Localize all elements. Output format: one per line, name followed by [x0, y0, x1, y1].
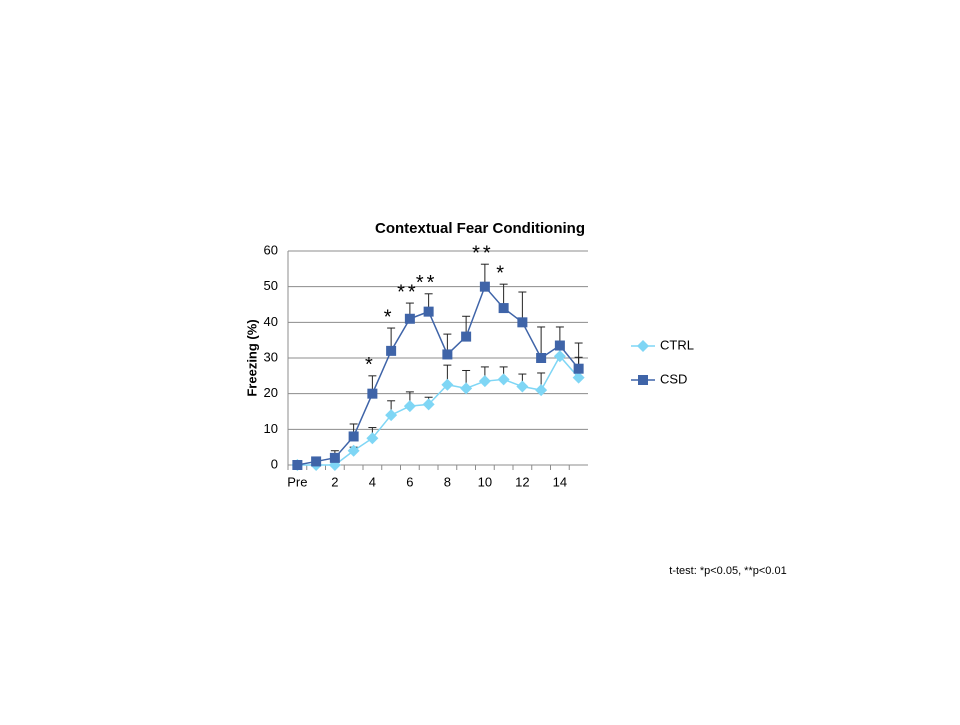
marker	[367, 388, 378, 399]
x-tick-label: Pre	[287, 474, 307, 489]
chart-title: Contextual Fear Conditioning	[375, 220, 585, 237]
series-line	[297, 354, 580, 466]
marker	[573, 363, 584, 374]
marker	[536, 353, 547, 363]
x-tick-label: 8	[444, 474, 451, 489]
marker	[347, 444, 360, 457]
marker	[329, 452, 340, 463]
significance-label: *	[365, 354, 376, 376]
footnote: t-test: *p<0.05, **p<0.01	[669, 565, 786, 577]
marker	[348, 431, 359, 442]
marker	[498, 303, 509, 314]
marker	[404, 313, 415, 324]
marker	[386, 345, 397, 356]
marker	[572, 371, 585, 384]
marker	[479, 281, 490, 292]
legend-label: CSD	[660, 371, 687, 386]
marker	[385, 409, 398, 422]
significance-label: *	[384, 306, 395, 328]
marker	[535, 384, 548, 397]
significance-label: **	[472, 242, 494, 264]
marker	[554, 340, 565, 351]
marker	[442, 349, 453, 360]
marker	[460, 382, 473, 395]
significance-label: *	[496, 262, 507, 284]
y-tick-label: 30	[264, 349, 278, 364]
x-tick-label: 6	[406, 474, 413, 489]
x-tick-label: 4	[369, 474, 376, 489]
y-tick-label: 10	[264, 421, 278, 436]
series-line	[297, 285, 580, 466]
x-tick-label: 14	[553, 474, 567, 489]
x-tick-label: 2	[331, 474, 338, 489]
marker	[516, 380, 529, 393]
significance-label: **	[416, 272, 438, 294]
marker	[422, 398, 435, 411]
marker	[553, 350, 566, 363]
marker	[497, 373, 510, 386]
y-tick-label: 20	[264, 385, 278, 400]
marker	[638, 375, 648, 385]
x-tick-label: 10	[478, 474, 492, 489]
y-tick-label: 60	[264, 242, 278, 257]
marker	[517, 317, 528, 328]
y-tick-label: 50	[264, 278, 278, 293]
significance-label: **	[397, 281, 419, 303]
marker	[423, 306, 434, 317]
marker	[292, 460, 303, 470]
y-tick-label: 40	[264, 314, 278, 329]
marker	[366, 432, 379, 445]
marker	[478, 375, 491, 388]
y-tick-label: 0	[271, 456, 278, 471]
marker	[441, 378, 454, 391]
y-axis-label: Freezing (%)	[244, 319, 259, 396]
marker	[637, 340, 649, 352]
legend-label: CTRL	[660, 337, 694, 352]
marker	[461, 331, 472, 342]
marker	[311, 456, 322, 467]
x-tick-label: 12	[515, 474, 529, 489]
marker	[403, 400, 416, 413]
